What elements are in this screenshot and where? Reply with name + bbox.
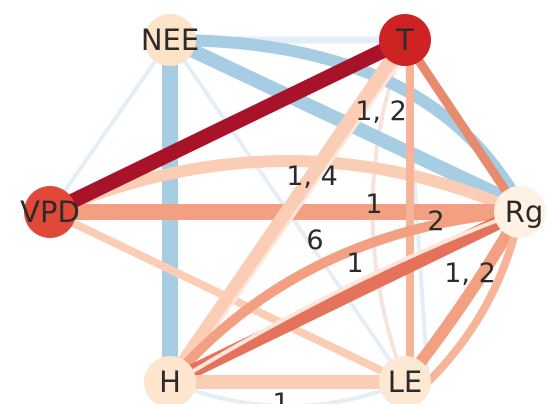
edge-label-nee-le: 6 [306, 225, 323, 256]
node-h-circle[interactable] [144, 356, 196, 404]
node-labels: NEE T VPD Rg H LE [20, 23, 543, 399]
node-t-circle[interactable] [379, 14, 431, 66]
edge-nee-vpd [48, 38, 172, 214]
node-nee-circle[interactable] [144, 14, 196, 66]
node-rg-circle[interactable] [494, 186, 546, 238]
edge-rg-h [166, 205, 524, 389]
edge-label-le-rg: 1, 2 [444, 258, 496, 289]
node-label-le: LE [388, 365, 422, 399]
edge-label-rg-a: 2 [427, 206, 444, 237]
edge-vpd-t [46, 33, 409, 219]
edge-label-vpd-rg: 1 [365, 189, 382, 220]
edge-t-rg [401, 37, 524, 215]
edge-label-t-rg: 1, 2 [355, 96, 407, 127]
node-label-h: H [159, 365, 181, 399]
edge-labels: 1, 2 1, 4 1 2 6 1 1, 2 1 [272, 96, 495, 404]
edge-label-vpd-rg-curve: 1, 4 [286, 161, 338, 192]
node-label-rg: Rg [505, 195, 544, 229]
edges [46, 33, 526, 404]
edge-rg-h-curve [166, 207, 521, 386]
node-label-t: T [395, 23, 414, 57]
edge-h-le-curve [169, 380, 406, 404]
edge-rg-h-pale [173, 210, 521, 384]
nodes [24, 14, 546, 404]
node-label-nee: NEE [141, 23, 199, 57]
edge-label-h-le: 1 [272, 388, 289, 404]
edge-t-h-thin [176, 54, 407, 383]
node-le-circle[interactable] [379, 356, 431, 404]
node-vpd-circle[interactable] [24, 186, 76, 238]
edge-label-h-rg: 1 [346, 248, 363, 279]
node-label-vpd: VPD [20, 195, 80, 229]
edge-t-h [164, 36, 411, 386]
